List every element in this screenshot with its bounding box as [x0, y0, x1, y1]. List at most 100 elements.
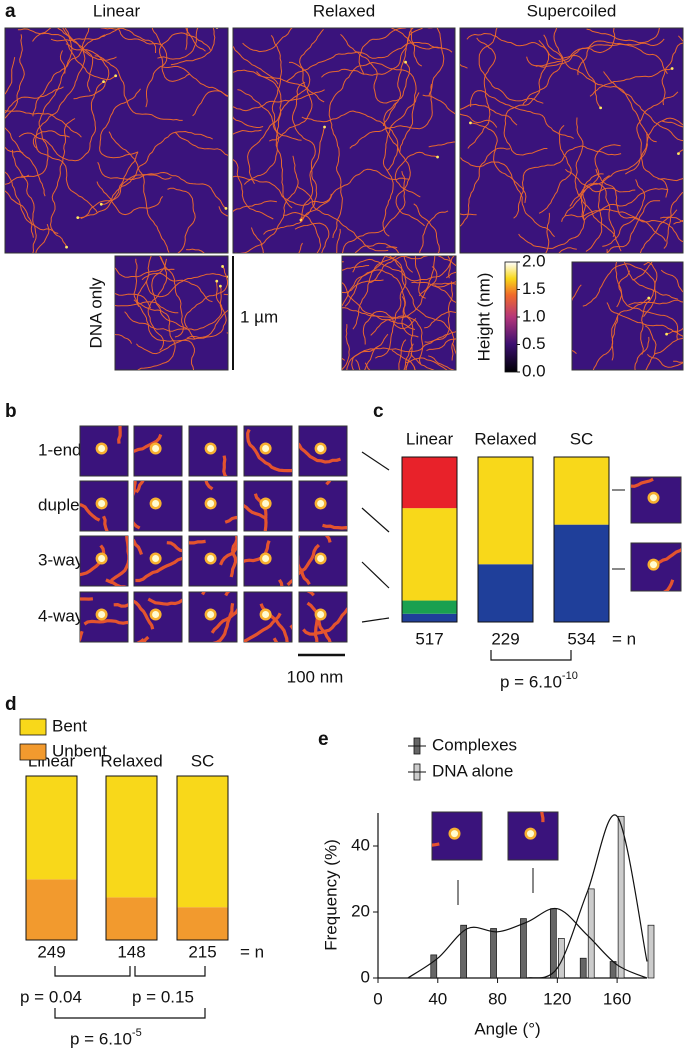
dna-strand	[299, 126, 325, 220]
dna-strand	[108, 536, 128, 585]
panel-label: b	[5, 401, 17, 422]
dna-strand	[370, 315, 424, 365]
dna-strand	[64, 28, 117, 61]
dna-strand	[170, 28, 216, 66]
afm-image	[507, 811, 559, 861]
dna-strand	[660, 216, 683, 223]
dna-strand	[147, 597, 182, 606]
x-tick-label: 160	[603, 989, 631, 1008]
dna-strand	[11, 149, 37, 253]
dna-strand	[292, 82, 318, 221]
dna-strand	[5, 174, 30, 185]
dna-strand	[159, 32, 211, 82]
afm-image	[4, 27, 229, 254]
dna-strand	[385, 256, 455, 361]
dna-strand	[100, 28, 157, 54]
afm-image	[298, 591, 348, 643]
dna-strand	[244, 612, 282, 642]
afm-image	[133, 480, 183, 532]
afm-strands	[524, 812, 545, 840]
dna-strand	[513, 145, 622, 219]
dna-strand	[606, 200, 661, 253]
afm-image	[630, 542, 682, 592]
dna-strand	[342, 261, 416, 330]
dna-strand	[424, 311, 456, 329]
dna-strand	[382, 92, 420, 237]
dna-strand	[50, 28, 121, 42]
panel-label: d	[5, 694, 17, 715]
dna-strand	[639, 209, 678, 253]
dna-strand	[133, 258, 176, 370]
dna-strand	[256, 71, 293, 209]
dna-strand	[296, 185, 389, 252]
colorbar-tick-label: 2.0	[522, 251, 546, 270]
row-label: DNA only	[86, 277, 105, 348]
legend-label: Complexes	[432, 735, 517, 754]
afm-strands	[80, 597, 128, 642]
protein-dot	[527, 830, 534, 838]
dna-strand	[97, 161, 227, 209]
dna-strand	[115, 293, 151, 309]
dna-strand	[644, 325, 657, 370]
dna-strand	[426, 338, 456, 352]
afm-strands	[432, 827, 461, 847]
dna-strand	[184, 266, 228, 329]
legend-swatch	[19, 743, 47, 761]
bar-segment	[402, 457, 457, 509]
p-value-exponent: -10	[562, 670, 578, 682]
protein-dot	[346, 373, 349, 376]
dna-strand	[224, 515, 237, 524]
protein-dot	[215, 28, 219, 29]
afm-strands	[95, 426, 122, 455]
afm-image	[79, 425, 129, 477]
protein-dot	[262, 611, 270, 618]
afm-strands	[115, 256, 228, 370]
dna-strand	[210, 608, 237, 634]
dna-strand	[263, 168, 410, 235]
connector	[361, 617, 390, 623]
afm-background	[232, 27, 456, 254]
dna-strand	[299, 442, 341, 464]
afm-strands	[302, 592, 347, 642]
dna-strand	[294, 222, 330, 253]
x-tick-label: 0	[373, 989, 382, 1008]
n-label: 534	[567, 629, 595, 648]
dna-strand	[233, 200, 277, 212]
dna-strand	[583, 208, 683, 243]
dna-strand	[80, 630, 84, 642]
dna-strand	[447, 256, 451, 279]
n-label: 249	[37, 942, 65, 961]
afm-strands	[631, 477, 660, 504]
dna-strand	[342, 324, 350, 370]
afm-strands	[5, 28, 228, 253]
connector	[361, 507, 390, 533]
dna-strand	[96, 181, 163, 216]
protein-dot	[152, 445, 160, 452]
dna-strand	[94, 55, 183, 121]
scale-bar-label: 100 nm	[287, 667, 344, 686]
protein-dot	[317, 611, 325, 618]
dna-strand	[233, 69, 279, 85]
protein-dot	[98, 611, 106, 618]
dna-strand	[352, 256, 397, 330]
dna-strand	[428, 28, 445, 97]
protein-dot	[650, 494, 657, 502]
protein-dot	[102, 80, 105, 84]
bar-segment	[177, 776, 228, 908]
protein-dot	[317, 500, 325, 507]
protein-dot	[317, 445, 325, 452]
dna-strand	[20, 50, 66, 177]
bar-outline	[176, 775, 229, 941]
afm-strands	[246, 428, 292, 473]
dna-strand	[32, 130, 98, 214]
afm-image	[188, 591, 238, 643]
row-label: duplex	[38, 495, 89, 514]
dna-strand	[5, 34, 25, 119]
afm-image	[243, 480, 293, 532]
dna-strand	[157, 28, 199, 60]
dna-strand	[460, 147, 511, 227]
dna-strand	[233, 129, 262, 135]
dna-strand	[247, 61, 311, 185]
